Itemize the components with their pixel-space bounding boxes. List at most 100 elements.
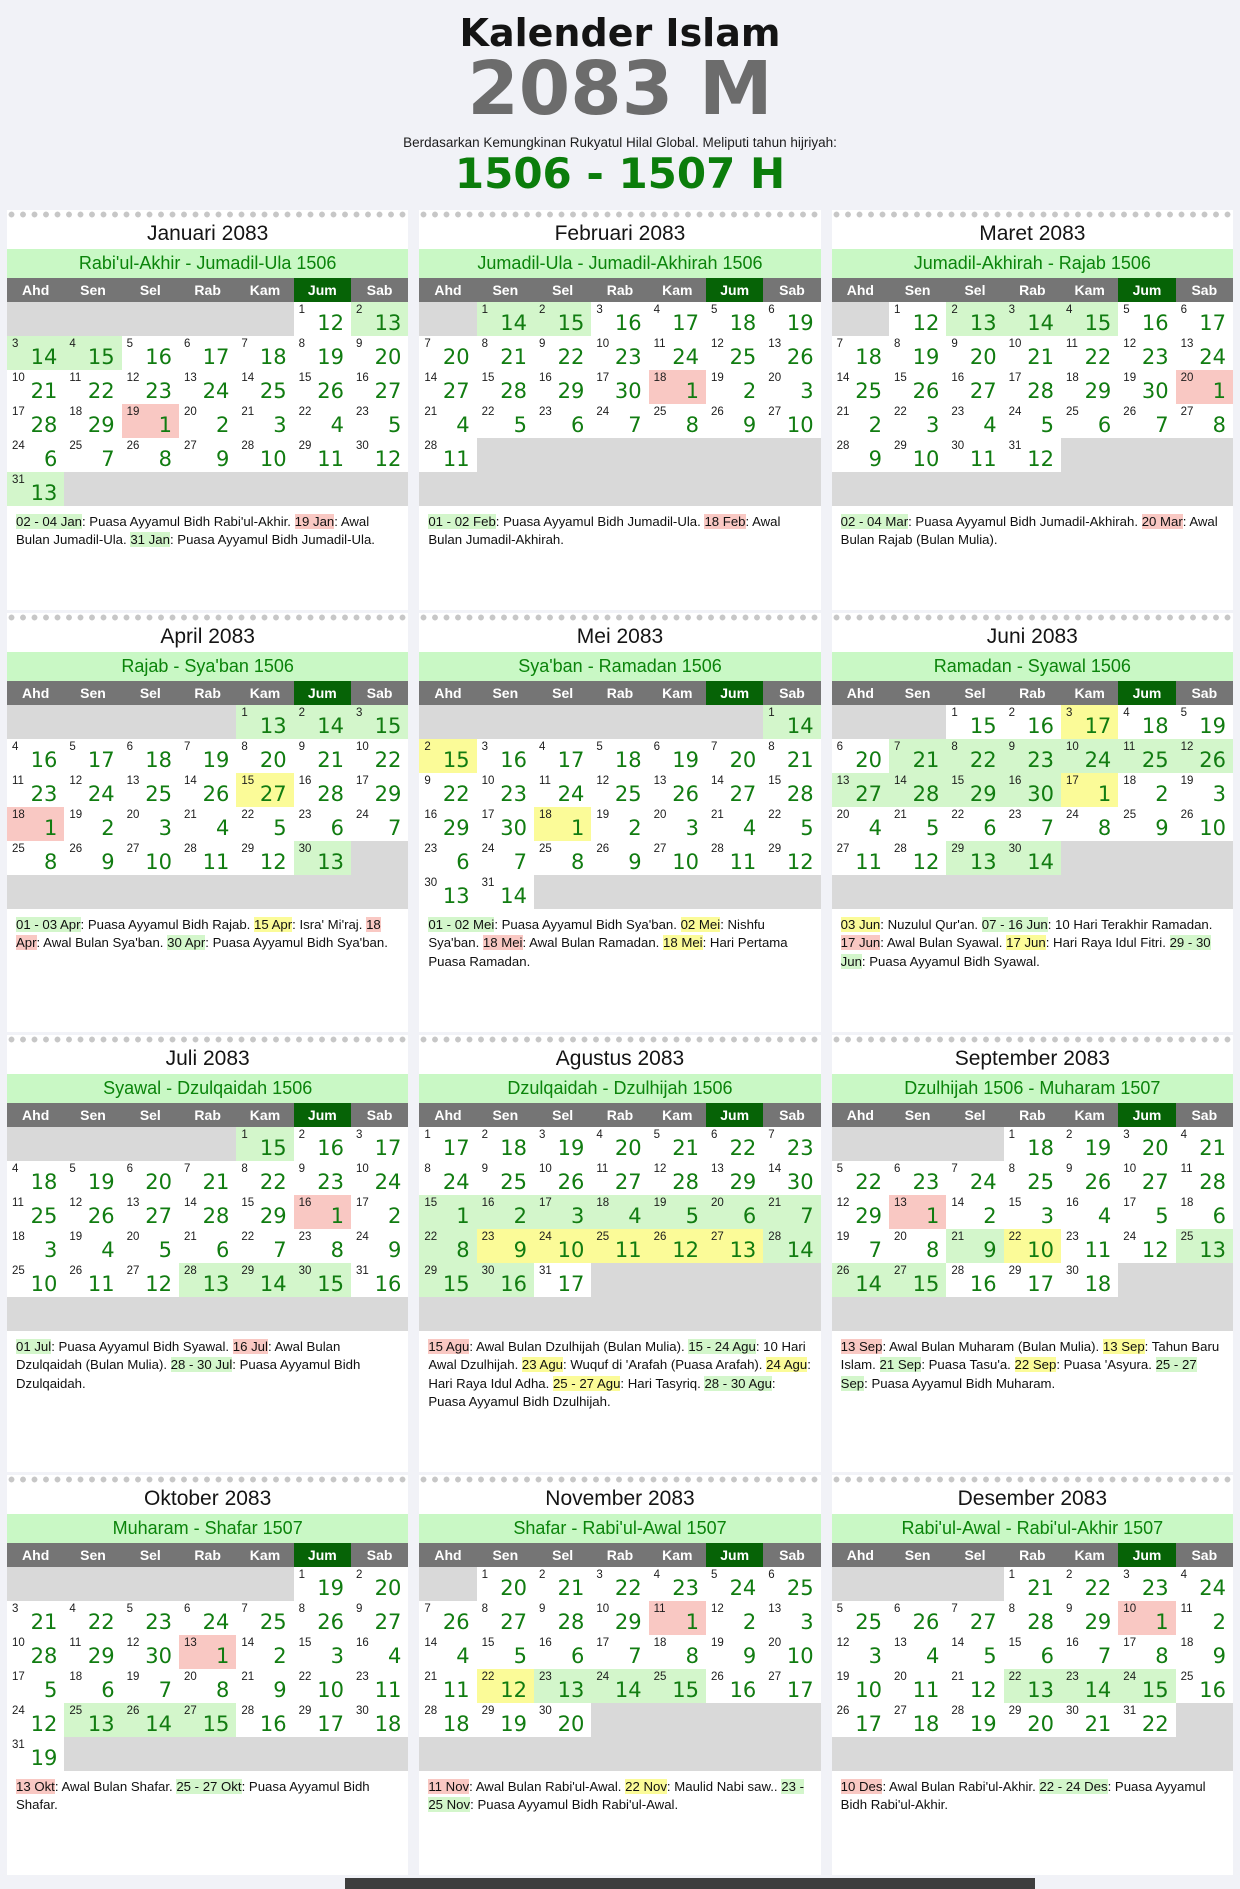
hijri-day: 28: [317, 781, 344, 806]
hijri-day: 10: [30, 1271, 58, 1296]
hijri-day: 18: [1027, 1135, 1054, 1160]
note-text: : Hari Pertama Puasa Ramadan.: [428, 935, 788, 969]
hijri-day: 28: [672, 1169, 699, 1194]
gregorian-day: 8: [481, 1602, 489, 1615]
gregorian-day: 10: [12, 371, 25, 384]
gregorian-day: 17: [12, 405, 25, 418]
gregorian-day: 15: [241, 1196, 255, 1209]
gregorian-day: 16: [1008, 774, 1022, 787]
gregorian-day: 23: [355, 405, 369, 418]
gregorian-day: 25: [538, 842, 552, 855]
hijri-day: 18: [729, 310, 757, 335]
hijri-day: 4: [456, 1643, 470, 1668]
gregorian-day: 25: [1180, 1670, 1194, 1683]
day-header-kam: Kam: [1060, 277, 1119, 302]
hijri-day: 15: [317, 1271, 344, 1296]
week-row: [7, 1296, 409, 1331]
day-cell: 28 18: [419, 1703, 476, 1737]
day-cell: 10 24: [351, 1161, 408, 1195]
hijri-day: 5: [158, 1237, 172, 1262]
day-cell: 11 24: [649, 336, 706, 370]
hijri-day: 15: [969, 713, 997, 738]
hijri-day: 6: [570, 412, 585, 437]
empty-cell: [121, 1736, 179, 1771]
weekday-header-row: Ahd Sen Sel Rab Kam Jum Sab: [419, 1542, 821, 1567]
empty-cell: [419, 471, 477, 506]
gregorian-day: 21: [836, 405, 850, 418]
empty-cell: [7, 874, 65, 909]
day-cell: 11 25: [7, 1195, 64, 1229]
empty-cell: [1175, 840, 1233, 875]
calendar-body: 1 15 2 16 3 17 4 18 5 19 6 20 7 21 8 22 9 23 10 24 11 25 12 26 1…: [831, 704, 1233, 909]
day-cell: 17 30: [477, 807, 534, 841]
day-header-sen: Sen: [476, 1542, 534, 1567]
gregorian-day: 14: [951, 1636, 965, 1649]
month-title: September 2083: [954, 1046, 1110, 1070]
gregorian-day: 30: [1008, 842, 1022, 855]
day-header-ahd: Ahd: [419, 1542, 477, 1567]
hijri-day: 30: [1027, 781, 1054, 806]
day-header-sab: Sab: [763, 680, 821, 705]
hijri-day: 16: [500, 747, 527, 772]
hijri-day: 4: [742, 815, 757, 840]
day-cell: 29 10: [889, 438, 946, 472]
gregorian-day: 7: [424, 337, 431, 350]
empty-cell: [293, 1736, 351, 1771]
gregorian-day: 29: [481, 1704, 495, 1717]
empty-cell: [7, 1296, 65, 1331]
empty-cell: [1175, 1296, 1233, 1331]
gregorian-day: 22: [424, 1230, 438, 1243]
gregorian-day: 22: [768, 808, 782, 821]
week-row: 17 5 18 6 19 7 20 8 21 9 22 10 23 11: [7, 1669, 408, 1703]
day-cell: 9 26: [1061, 1161, 1118, 1195]
day-cell: 13 4: [889, 1635, 946, 1669]
gregorian-day: 7: [241, 337, 248, 350]
day-cell: 16 28: [294, 773, 351, 807]
day-cell: 3 21: [7, 1601, 64, 1635]
hijri-day: 11: [374, 1677, 402, 1702]
day-cell: 27 15: [888, 1262, 947, 1297]
empty-cell: [763, 1702, 821, 1737]
week-row: 1 14 2 15 3 16 4 17 5 18 6 19: [419, 301, 820, 336]
gregorian-day: 3: [596, 303, 603, 316]
day-cell: 29 15: [419, 1262, 477, 1297]
gregorian-day: 18: [69, 1670, 83, 1683]
day-header-rab: Rab: [178, 1542, 237, 1567]
day-cell: 19 2: [64, 807, 121, 841]
hijri-day: 28: [786, 781, 814, 806]
hijri-day: 5: [387, 412, 402, 437]
hijri-day: 4: [215, 815, 230, 840]
day-cell: 7 18: [832, 336, 889, 370]
day-cell: 15 26: [294, 370, 351, 404]
empty-cell: [7, 1566, 65, 1601]
day-cell: 22 5: [763, 807, 820, 841]
gregorian-day: 3: [12, 337, 19, 350]
gregorian-day: 7: [241, 1602, 248, 1615]
hijri-day: 12: [912, 849, 940, 874]
gregorian-day: 9: [951, 337, 958, 350]
hijri-day: 9: [742, 412, 757, 437]
day-cell: 9 25: [477, 1161, 534, 1195]
day-cell: 24 9: [351, 1229, 408, 1263]
gregorian-day: 23: [298, 808, 312, 821]
day-cell: 9 22: [534, 336, 591, 370]
hijri-day: 28: [912, 781, 940, 806]
day-cell: 8 21: [763, 739, 820, 773]
gregorian-day: 8: [298, 1602, 306, 1615]
day-cell: 6 20: [122, 1161, 179, 1195]
hijri-day: 21: [786, 747, 814, 772]
hijri-day: 29: [729, 1169, 757, 1194]
hijri-day: 13: [374, 310, 402, 335]
note-text: : Awal Bulan Rajab (Bulan Mulia).: [840, 513, 1218, 548]
day-cell: 22 5: [477, 404, 534, 438]
hijri-day: 17: [672, 310, 699, 335]
empty-cell: [121, 301, 179, 336]
hijri-day: 8: [570, 849, 585, 874]
empty-cell: [705, 1262, 764, 1297]
gregorian-day: 2: [298, 706, 306, 719]
week-row: 8 24 9 25 10 26 11 27 12 28 13 29 14 30: [419, 1161, 820, 1195]
hijri-day: 11: [87, 1271, 115, 1296]
month-title: Maret 2083: [979, 221, 1086, 245]
